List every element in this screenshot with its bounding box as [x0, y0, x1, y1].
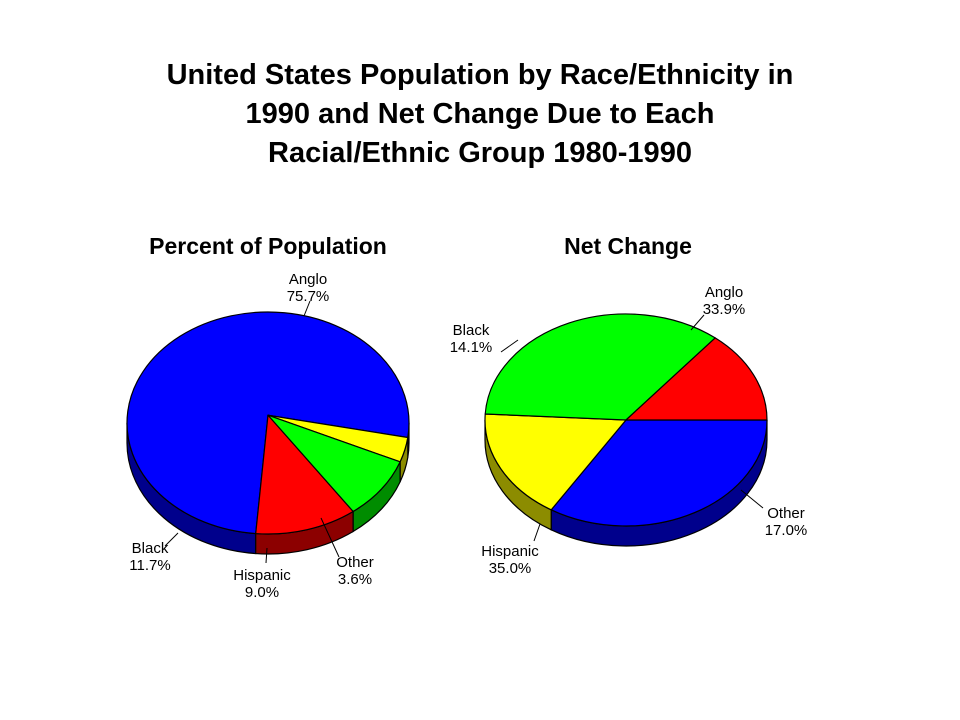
pie-2-leader-anglo — [690, 314, 705, 331]
pie-1-leader-anglo — [303, 300, 311, 317]
pie-chart-net-change: Anglo 33.9% Other 17.0% Hispanic 35.0% Black 14… — [450, 284, 808, 577]
pie-2-slice-black — [625, 337, 768, 421]
pie-1-label-other: Other 3.6% — [336, 554, 374, 588]
pie-chart-population: Anglo 75.7% Other 3.6% Hispanic 9.0% Black 11.7… — [126, 271, 410, 601]
pie-1-leader-hispanic — [265, 547, 268, 564]
pie-2-label-black: Black 14.1% — [450, 322, 493, 356]
main-title-line-2: 1990 and Net Change Due to Each — [245, 98, 715, 130]
main-title-line-1: United States Population by Race/Ethnici… — [166, 59, 794, 91]
pie-2-slice-anglo — [550, 419, 768, 527]
pie-2-title: Net Change — [564, 233, 692, 259]
pie-1-leader-black — [164, 532, 179, 547]
pie-1-label-hispanic: Hispanic 9.0% — [233, 567, 291, 601]
pie-2-leader-other — [740, 489, 764, 509]
main-title: United States Population by Race/Ethnici… — [0, 56, 960, 173]
pie-2-leader-hispanic — [533, 523, 541, 542]
pie-2-label-value-other: 17.0% — [765, 522, 808, 539]
pie-2-slice-hispanic — [484, 313, 716, 421]
pie-1-label-value-hispanic: 9.0% — [245, 584, 279, 601]
pie-1-slice-hispanic — [267, 414, 401, 513]
pie-2-label-value-anglo: 33.9% — [703, 301, 746, 318]
pie-1-label-name-hispanic: Hispanic — [233, 567, 291, 584]
pie-1-label-black: Black 11.7% — [129, 540, 170, 574]
pie-2-label-name-anglo: Anglo — [705, 284, 743, 301]
pie-1-leader-other — [320, 517, 340, 558]
pie-2-label-name-other: Other — [767, 505, 805, 522]
pie-2-label-name-hispanic: Hispanic — [481, 543, 539, 560]
pie-1-label-name-anglo: Anglo — [289, 271, 327, 288]
pie-2-label-anglo: Anglo 33.9% — [703, 284, 746, 318]
pie-2-slice-other — [484, 413, 627, 511]
pie-2-label-hispanic: Hispanic 35.0% — [481, 543, 539, 577]
pie-1-title: Percent of Population — [149, 233, 387, 259]
pie-2-label-value-black: 14.1% — [450, 339, 493, 356]
pie-1-label-name-other: Other — [336, 554, 374, 571]
pie-2-label-value-hispanic: 35.0% — [489, 560, 532, 577]
pie-1-slice-anglo — [126, 311, 410, 535]
pie-2-label-name-black: Black — [453, 322, 490, 339]
pie-1-slice-black — [255, 414, 354, 535]
pie-2-leader-black — [500, 339, 519, 353]
pie-1-label-value-other: 3.6% — [338, 571, 372, 588]
pie-1-label-value-black: 11.7% — [129, 557, 170, 574]
pie-1-label-value-anglo: 75.7% — [287, 288, 330, 305]
main-title-line-3: Racial/Ethnic Group 1980-1990 — [268, 137, 692, 169]
pie-2-label-other: Other 17.0% — [765, 505, 808, 539]
pie-1-label-anglo: Anglo 75.7% — [287, 271, 330, 305]
pie-1-label-name-black: Black — [132, 540, 169, 557]
